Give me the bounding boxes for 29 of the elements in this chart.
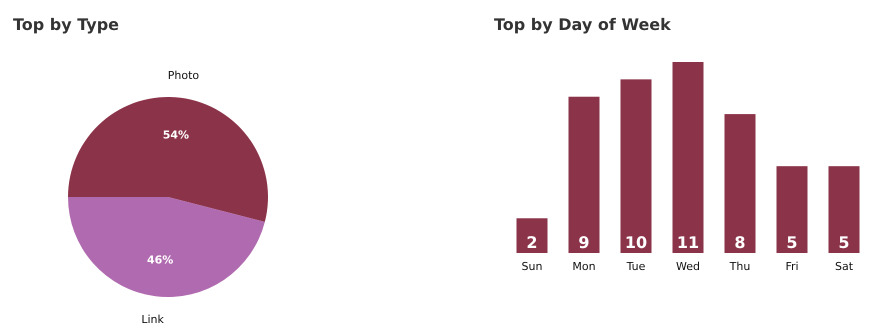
data-label: 46% — [146, 254, 174, 267]
data-label: 11 — [676, 233, 700, 252]
chart-title: Top by Type — [13, 15, 120, 34]
pie-slice — [68, 197, 265, 297]
bar — [828, 166, 860, 253]
bar — [672, 62, 704, 253]
bar — [516, 218, 548, 253]
x-tick-label: Thu — [728, 260, 750, 273]
data-label: 9 — [578, 233, 590, 252]
data-label: 10 — [624, 233, 648, 252]
x-tick-label: Tue — [626, 260, 646, 273]
data-label: 8 — [734, 233, 746, 252]
bar — [776, 166, 808, 253]
data-label: 5 — [838, 233, 850, 252]
data-label: 54% — [162, 128, 190, 142]
x-tick-label: Mon — [572, 260, 596, 273]
x-tick-label: Wed — [676, 260, 700, 273]
x-tick-label: Sat — [834, 260, 854, 273]
data-label: 2 — [526, 233, 538, 252]
bar — [568, 96, 600, 253]
bar — [724, 114, 756, 253]
slice-label: Photo — [168, 68, 200, 82]
pie-slice — [68, 97, 268, 222]
slice-label: Link — [141, 313, 164, 326]
bar — [620, 79, 652, 253]
chart-title: Top by Day of Week — [494, 15, 672, 34]
x-tick-label: Fri — [785, 260, 799, 273]
data-label: 5 — [786, 233, 798, 252]
x-tick-label: Sun — [522, 260, 542, 273]
